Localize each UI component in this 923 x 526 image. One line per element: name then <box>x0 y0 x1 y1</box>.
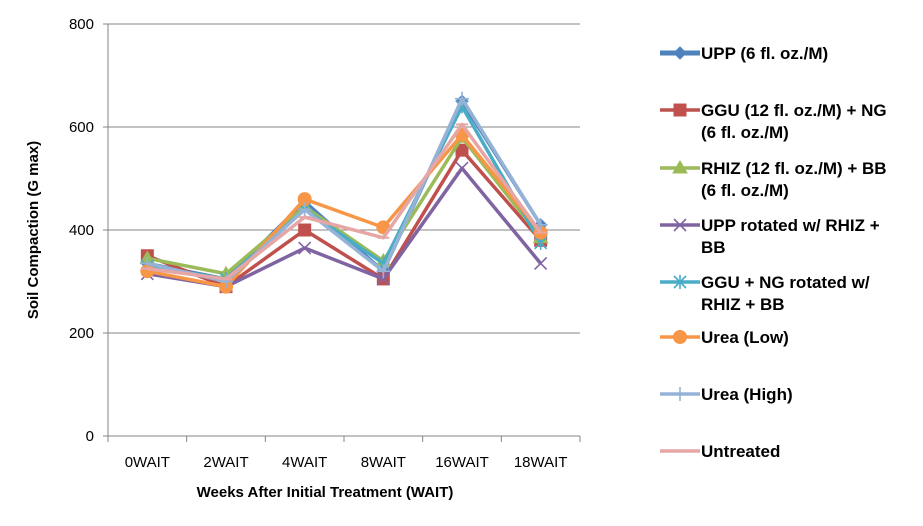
data-point <box>298 241 312 255</box>
data-point <box>455 161 469 175</box>
series-group <box>139 91 549 294</box>
data-point <box>455 91 469 106</box>
legend-item: UPP (6 fl. oz./M) <box>660 44 828 63</box>
legend-label: RHIZ (12 fl. oz./M) + BB <box>701 159 887 178</box>
legend-marker <box>673 275 687 289</box>
series-line <box>146 148 542 289</box>
legend-marker <box>673 387 687 401</box>
legend-item: GGU + NG rotated w/RHIZ + BB <box>660 273 870 314</box>
x-tick-label: 16WAIT <box>435 454 489 471</box>
data-point <box>455 143 469 157</box>
y-tick-label: 400 <box>69 222 94 239</box>
legend-label: Urea (Low) <box>701 328 789 347</box>
series-7 <box>140 91 548 289</box>
legend-item: GGU (12 fl. oz./M) + NG (6 fl. oz./M) <box>660 101 887 142</box>
x-axis-title: Weeks After Initial Treatment (WAIT) <box>197 484 454 501</box>
x-tick-label: 0WAIT <box>125 454 170 471</box>
legend-marker <box>673 330 687 344</box>
data-point <box>297 202 312 217</box>
x-tick-label: 2WAIT <box>203 454 248 471</box>
legend-label: UPP rotated w/ RHIZ + <box>701 216 880 235</box>
legend-marker <box>672 160 688 174</box>
legend-item: Urea (High) <box>660 385 793 404</box>
legend-label: GGU + NG rotated w/ <box>701 273 870 292</box>
legend-label: (6 fl. oz./M) <box>701 181 789 200</box>
y-tick-label: 600 <box>69 119 94 136</box>
legend-label: RHIZ + BB <box>701 295 785 314</box>
data-point <box>376 272 390 286</box>
legend-label: (6 fl. oz./M) <box>701 123 789 142</box>
legend-item: Urea (Low) <box>660 328 789 347</box>
y-tick-label: 200 <box>69 325 94 342</box>
data-point <box>376 264 391 279</box>
series-line <box>146 135 543 276</box>
legend-label: GGU (12 fl. oz./M) + NG <box>701 101 887 120</box>
series-line <box>147 122 543 281</box>
data-point <box>298 223 312 237</box>
tick-labels: 0 200 400 600 800 0WAIT 2WAIT 4WAIT 8WAIT 16WAIT 1… <box>69 16 568 471</box>
data-point <box>534 256 548 271</box>
legend: UPP (6 fl. oz./M) GGU (12 fl. oz./M) + NG… <box>660 44 887 461</box>
legend-label: Urea (High) <box>701 385 793 404</box>
y-axis-title: Soil Compaction (G max) <box>25 141 42 319</box>
gridlines <box>108 23 580 334</box>
legend-label: UPP (6 fl. oz./M) <box>701 44 828 63</box>
legend-marker <box>673 103 687 117</box>
legend-label: BB <box>701 238 726 257</box>
axes <box>103 23 581 442</box>
legend-item: UPP rotated w/ RHIZ + BB <box>660 216 880 257</box>
y-tick-label: 800 <box>69 16 94 33</box>
x-tick-label: 18WAIT <box>514 454 568 471</box>
series-8 <box>141 122 547 281</box>
x-tick-label: 8WAIT <box>361 454 406 471</box>
series-line <box>146 132 543 289</box>
legend-marker <box>673 218 687 232</box>
y-tick-label: 0 <box>86 428 94 445</box>
legend-item: RHIZ (12 fl. oz./M) + BB (6 fl. oz./M) <box>660 159 887 200</box>
x-tick-label: 4WAIT <box>282 454 327 471</box>
legend-item: Untreated <box>660 442 780 461</box>
legend-marker <box>673 46 687 60</box>
legend-label: Untreated <box>701 442 780 461</box>
